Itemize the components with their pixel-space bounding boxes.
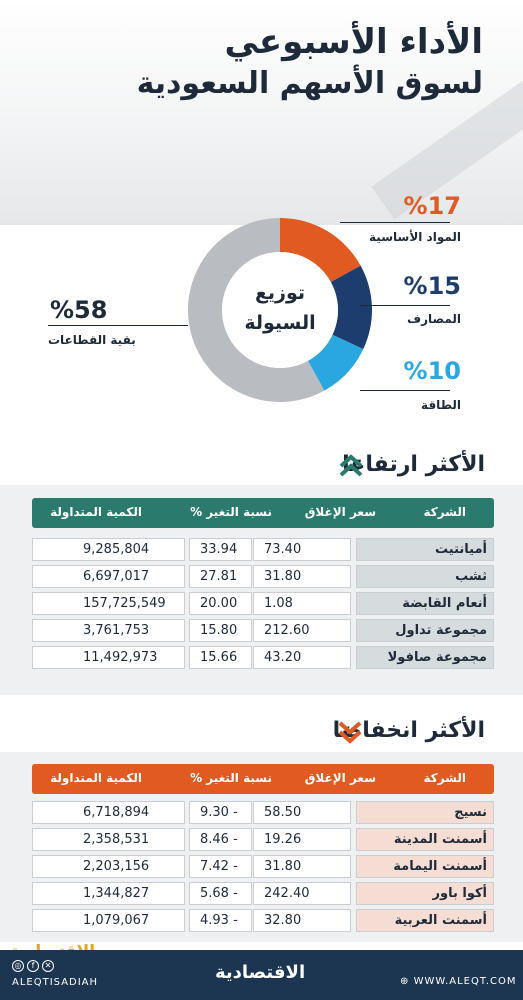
change-cell: 4.93 - — [189, 909, 252, 932]
footer-bar — [0, 950, 523, 1000]
leader-line — [340, 222, 450, 223]
page-subtitle: لسوق الأسهم السعودية — [136, 66, 483, 101]
website-url: WWW.ALEQT.COM — [413, 976, 517, 987]
company-cell: مجموعة صافولا — [356, 646, 494, 669]
company-cell: أنعام القابضة — [356, 592, 494, 615]
gainers-title: الأكثر ارتفاعا — [342, 452, 485, 477]
leader-line — [360, 390, 450, 391]
close-cell: 212.60 — [253, 619, 351, 642]
losers-header-row: الشركة سعر الإغلاق نسبة التغير % الكمية … — [32, 764, 494, 794]
energy-label: الطاقة — [421, 398, 461, 412]
leader-line — [48, 325, 188, 326]
header-banner: الأداء الأسبوعي لسوق الأسهم السعودية — [0, 0, 523, 225]
col-close: سعر الإغلاق — [304, 771, 376, 785]
col-company: الشركة — [423, 771, 466, 785]
website-link[interactable]: ⊕ WWW.ALEQT.COM — [400, 976, 516, 987]
company-cell: أسمنت العربية — [356, 909, 494, 932]
company-cell: أميانتيت — [356, 538, 494, 561]
others-percent: %58 — [50, 296, 108, 324]
change-cell: 27.81 — [189, 565, 252, 588]
donut-slice — [280, 218, 361, 283]
volume-cell: 3,761,753 — [32, 619, 185, 642]
col-company: الشركة — [423, 505, 466, 519]
globe-icon: ⊕ — [400, 976, 414, 987]
close-cell: 19.26 — [253, 828, 351, 851]
close-cell: 242.40 — [253, 882, 351, 905]
materials-label: المواد الأساسية — [369, 230, 461, 244]
change-cell: 15.66 — [189, 646, 252, 669]
company-cell: أسمنت المدينة — [356, 828, 494, 851]
close-cell: 43.20 — [253, 646, 351, 669]
chevron-down-icon — [338, 721, 362, 744]
change-cell: 8.46 - — [189, 828, 252, 851]
leader-line — [360, 305, 450, 306]
donut-center-label: السيولة — [244, 312, 316, 334]
footer-logo: الاقتصادية — [215, 962, 306, 983]
close-cell: 31.80 — [253, 855, 351, 878]
volume-cell: 2,203,156 — [32, 855, 185, 878]
change-cell: 33.94 — [189, 538, 252, 561]
close-cell: 31.80 — [253, 565, 351, 588]
donut-slice — [330, 265, 372, 350]
banks-percent: %15 — [403, 272, 461, 300]
change-cell: 20.00 — [189, 592, 252, 615]
change-cell: 15.80 — [189, 619, 252, 642]
close-cell: 32.80 — [253, 909, 351, 932]
close-cell: 73.40 — [253, 538, 351, 561]
liquidity-donut-chart — [187, 218, 372, 402]
company-cell: ثشب — [356, 565, 494, 588]
donut-center-label: توزيع — [254, 282, 306, 304]
volume-cell: 9,285,804 — [32, 538, 185, 561]
company-cell: مجموعة تداول — [356, 619, 494, 642]
company-cell: نسيج — [356, 801, 494, 824]
x-icon[interactable]: ✕ — [42, 960, 54, 972]
instagram-icon[interactable]: ◎ — [12, 960, 24, 972]
gainers-header-row: الشركة سعر الإغلاق نسبة التغير % الكمية … — [32, 498, 494, 528]
materials-percent: %17 — [403, 192, 461, 220]
energy-percent: %10 — [403, 357, 461, 385]
volume-cell: 6,697,017 — [32, 565, 185, 588]
chevron-up-icon — [339, 454, 363, 477]
volume-cell: 1,344,827 — [32, 882, 185, 905]
volume-cell: 2,358,531 — [32, 828, 185, 851]
col-close: سعر الإغلاق — [304, 505, 376, 519]
banks-label: المصارف — [407, 312, 461, 326]
col-change: نسبة التغير % — [190, 505, 272, 519]
volume-cell: 1,079,067 — [32, 909, 185, 932]
page-title: الأداء الأسبوعي — [224, 22, 483, 62]
others-label: بقية القطاعات — [48, 333, 136, 347]
social-handle: ALEQTISADIAH — [12, 977, 99, 988]
close-cell: 1.08 — [253, 592, 351, 615]
donut-hole — [222, 252, 338, 368]
donut-slice — [307, 334, 364, 391]
volume-cell: 157,725,549 — [32, 592, 185, 615]
change-cell: 5.68 - — [189, 882, 252, 905]
col-volume: الكمية المتداولة — [50, 505, 142, 519]
volume-cell: 11,492,973 — [32, 646, 185, 669]
losers-table: الشركة سعر الإغلاق نسبة التغير % الكمية … — [0, 752, 523, 942]
company-cell: أكوا باور — [356, 882, 494, 905]
social-icons: ◎ f ✕ — [12, 958, 57, 972]
donut-slice — [187, 218, 325, 402]
facebook-icon[interactable]: f — [27, 960, 39, 972]
change-cell: 7.42 - — [189, 855, 252, 878]
volume-cell: 6,718,894 — [32, 801, 185, 824]
close-cell: 58.50 — [253, 801, 351, 824]
change-cell: 9.30 - — [189, 801, 252, 824]
gainers-table: الشركة سعر الإغلاق نسبة التغير % الكمية … — [0, 485, 523, 695]
col-change: نسبة التغير % — [190, 771, 272, 785]
col-volume: الكمية المتداولة — [50, 771, 142, 785]
company-cell: أسمنت اليمامة — [356, 855, 494, 878]
